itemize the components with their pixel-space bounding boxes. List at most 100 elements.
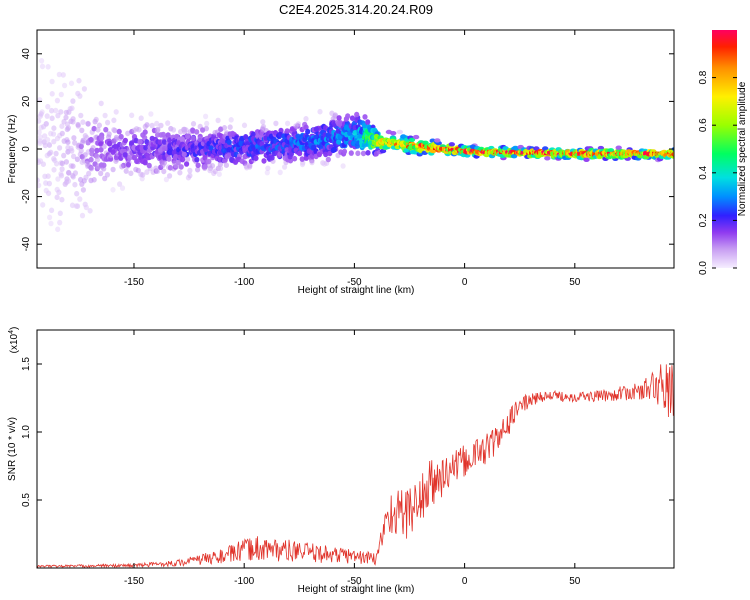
spectrogram-cell <box>166 156 172 162</box>
spectrogram-cell <box>227 124 233 130</box>
spectrogram-cell <box>70 98 76 104</box>
spectrogram-cell <box>49 107 55 114</box>
spectrogram-cell <box>165 132 171 138</box>
spectrogram-cell <box>79 127 85 134</box>
snr-y-multiplier: (x104) <box>8 327 20 354</box>
spectrogram-cell <box>59 196 65 203</box>
spectrogram-cell <box>59 160 65 167</box>
spectrogram-cell <box>77 93 83 99</box>
spectrogram-cell <box>50 131 57 137</box>
spectrogram-cell <box>243 134 249 140</box>
spectrogram-cell <box>86 170 92 177</box>
spectrogram-cell <box>56 71 62 78</box>
spectrogram-cell <box>49 115 55 122</box>
spectrogram-cell <box>136 126 142 133</box>
spectrogram-cell <box>365 150 371 156</box>
spectrogram-cell <box>202 155 208 161</box>
spectrogram-cell <box>45 137 51 143</box>
spectrogram-cell <box>341 148 348 155</box>
spectrogram-cell <box>259 141 265 147</box>
spectrogram-cell <box>408 137 416 142</box>
spectrogram-cell <box>88 156 94 163</box>
spectrogram-cell <box>118 133 124 140</box>
spectrogram-cell <box>309 159 315 166</box>
x-tick-label: 0 <box>462 277 468 288</box>
spectrogram-cell <box>303 124 309 131</box>
spectrogram-cell <box>282 164 288 170</box>
spectrogram-cell <box>65 178 72 184</box>
spectrogram-cell <box>101 162 107 168</box>
spectrogram-cell <box>88 165 94 172</box>
spectrogram-ridge-cell <box>385 140 389 145</box>
spectrogram-cell <box>79 159 85 165</box>
spectrogram-cell <box>331 146 337 153</box>
spectrogram-cell <box>362 114 368 120</box>
spectrogram-cell <box>160 131 166 138</box>
spectrogram-cell <box>91 125 97 132</box>
y-tick-label: 1.5 <box>21 357 32 371</box>
spectrogram-cell <box>49 91 55 97</box>
spectrogram-cell <box>144 169 150 175</box>
y-tick-label: -40 <box>21 237 32 252</box>
spectrogram-cell <box>62 82 68 89</box>
spectrogram-cell <box>104 172 110 178</box>
spectrogram-cell <box>285 120 291 127</box>
spectrogram-cell <box>615 145 622 150</box>
colorbar-tick-label: 0.8 <box>698 70 709 84</box>
spectrogram-cell <box>119 163 125 170</box>
spectrogram-cell <box>76 77 82 84</box>
spectrogram-cell <box>325 133 331 139</box>
spectrogram-cell <box>129 112 135 119</box>
spectrogram-cell <box>70 163 76 169</box>
spectrogram-cell <box>197 136 203 142</box>
spectrogram-cell <box>98 100 104 107</box>
svg-text:(x104): (x104) <box>8 327 20 354</box>
spectrogram-cell <box>175 159 181 166</box>
spectrogram-cell <box>69 148 75 154</box>
spectrogram-cell <box>98 170 104 177</box>
x-tick-label: 0 <box>462 576 468 587</box>
snr-y-ticks: 0.5 1.0 1.5 <box>21 357 674 507</box>
x-tick-label: -150 <box>124 576 144 587</box>
spectrogram-cell <box>216 171 222 177</box>
spectrogram-cell <box>96 122 102 129</box>
spectrogram-cell <box>182 126 188 133</box>
spectrogram-cell <box>187 172 193 179</box>
spectrogram-cell <box>295 121 301 127</box>
x-tick-label: 50 <box>569 277 581 288</box>
spectrogram-cell <box>157 147 164 153</box>
colorbar-tick-label: 0.2 <box>698 213 709 227</box>
spectrogram-cell <box>72 181 78 188</box>
spectrogram-cell <box>502 146 509 151</box>
snr-y-label: SNR (10 * v/v) <box>7 417 18 481</box>
colorbar-gradient <box>712 30 737 268</box>
spectrogram-chart: -150 -100 -50 0 50 -40 -20 0 20 40 Height of str… <box>7 29 675 296</box>
spectrogram-ridge-cell <box>382 140 386 144</box>
snr-frame <box>36 329 675 569</box>
spectrogram-cell <box>396 129 403 135</box>
snr-multiplier-exp: 4 <box>8 330 15 334</box>
spectrogram-cell <box>85 121 91 127</box>
snr-multiplier-close: ) <box>9 327 20 330</box>
spectrogram-cell <box>74 156 80 163</box>
spectrogram-cell <box>51 138 57 145</box>
snr-multiplier-base: (x10 <box>9 333 20 353</box>
spectrogram-cell <box>54 160 60 167</box>
spectrogram-cell <box>154 120 160 127</box>
spectrogram-cell <box>101 143 107 150</box>
spectrogram-cell <box>72 170 78 176</box>
spectrogram-cell <box>163 176 169 183</box>
spectrogram-ridge-cell <box>673 151 674 156</box>
spectrogram-cell <box>149 122 155 129</box>
spectrogram-cell <box>185 156 191 162</box>
spectrogram-cell <box>90 145 96 151</box>
y-tick-label: 0 <box>21 146 32 152</box>
spectrogram-cell <box>37 129 42 135</box>
spectrogram-cell <box>49 78 55 85</box>
spectrogram-cell <box>260 119 266 125</box>
spectrogram-cell <box>88 136 94 143</box>
spectrogram-cell <box>161 160 168 166</box>
spectrogram-cell <box>55 112 61 119</box>
spectrogram-cell <box>57 219 63 226</box>
spectrogram-cell <box>510 154 518 159</box>
